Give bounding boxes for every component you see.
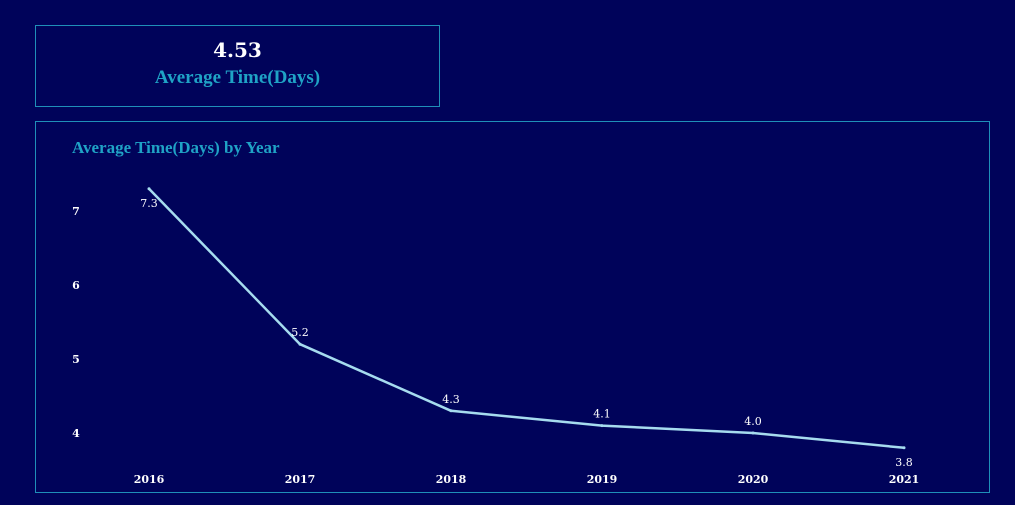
data-label: 4.0 (744, 415, 762, 428)
y-tick-label: 7 (72, 205, 80, 218)
data-labels: 7.3 5.2 4.3 4.1 4.0 3.8 (140, 197, 913, 469)
data-label: 4.3 (442, 393, 460, 406)
x-tick-label: 2016 (134, 473, 165, 486)
line-chart-card: Average Time(Days) by Year 4 5 6 7 2016 2017… (35, 121, 990, 493)
data-label: 7.3 (140, 197, 158, 210)
data-label: 4.1 (593, 408, 611, 421)
data-point (449, 409, 453, 413)
y-tick-label: 4 (72, 427, 80, 440)
y-tick-label: 5 (72, 353, 80, 366)
x-tick-label: 2019 (587, 473, 618, 486)
data-point (147, 187, 151, 191)
data-point (600, 424, 604, 428)
data-label: 5.2 (291, 326, 309, 339)
data-point (298, 342, 302, 346)
line-chart: 4 5 6 7 2016 2017 2018 2019 2020 2021 7.3 5.2 4.3 4… (72, 187, 920, 486)
data-label: 3.8 (895, 456, 913, 469)
kpi-label: Average Time(Days) (154, 67, 321, 88)
kpi-card: 4.53 Average Time(Days) (35, 25, 440, 107)
y-tick-label: 6 (72, 279, 80, 292)
series-line (147, 187, 906, 450)
y-axis: 4 5 6 7 (72, 205, 80, 440)
x-tick-label: 2020 (738, 473, 769, 486)
data-points (147, 187, 906, 450)
x-tick-label: 2021 (889, 473, 920, 486)
chart-title: Average Time(Days) by Year (72, 138, 280, 157)
kpi-value: 4.53 (213, 38, 262, 62)
data-point (902, 446, 906, 450)
x-tick-label: 2018 (436, 473, 467, 486)
data-point (751, 431, 755, 435)
x-axis: 2016 2017 2018 2019 2020 2021 (134, 473, 920, 486)
x-tick-label: 2017 (285, 473, 316, 486)
